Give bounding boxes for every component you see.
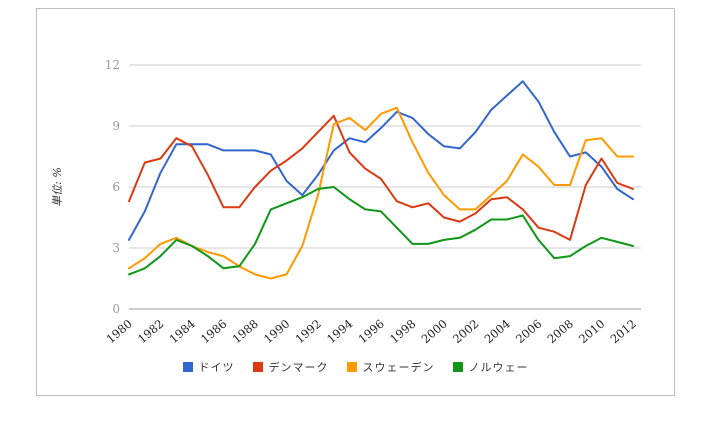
y-tick-label: 9 — [112, 119, 120, 133]
x-tick-label: 1986 — [198, 317, 229, 347]
y-tick-label: 3 — [112, 241, 120, 255]
x-tick-label: 1996 — [355, 317, 386, 347]
x-tick-label: 1998 — [387, 317, 418, 347]
legend-label: デンマーク — [268, 361, 329, 374]
x-tick-label: 1988 — [229, 317, 260, 347]
series-line-germany — [128, 80, 634, 241]
x-tick-label: 2010 — [576, 317, 607, 347]
legend-swatch-denmark — [252, 362, 263, 372]
legend-swatch-germany — [182, 362, 193, 372]
legend-item-norway: ノルウェー — [452, 359, 529, 375]
y-tick-label: 12 — [105, 58, 120, 72]
x-tick-label: 2012 — [607, 317, 638, 347]
x-tick-label: 1984 — [166, 317, 197, 347]
legend-label: スウェーデン — [362, 361, 435, 374]
legend-swatch-norway — [452, 362, 463, 372]
y-axis-title: 単位: % — [51, 167, 64, 207]
legend-label: ノルウェー — [468, 361, 529, 374]
legend-item-sweden: スウェーデン — [346, 359, 435, 375]
x-tick-label: 1994 — [324, 317, 355, 347]
x-tick-label: 2006 — [513, 317, 544, 347]
x-tick-label: 2004 — [481, 317, 512, 347]
legend-item-germany: ドイツ — [182, 359, 235, 375]
x-tick-label: 1982 — [135, 317, 166, 347]
legend-item-denmark: デンマーク — [252, 359, 329, 375]
x-tick-label: 1992 — [292, 317, 323, 347]
series-line-norway — [128, 186, 634, 276]
x-tick-label: 2008 — [544, 317, 575, 347]
legend-label: ドイツ — [198, 361, 235, 374]
chart-legend: ドイツ デンマーク スウェーデン ノルウェー — [37, 359, 674, 375]
y-tick-label: 6 — [112, 180, 120, 194]
series-line-denmark — [128, 114, 634, 241]
chart-frame: 0 3 6 9 12 1980 1982 1984 1986 1988 1990 1992 1994 19… — [36, 8, 675, 396]
x-tick-label: 1990 — [261, 317, 292, 347]
legend-swatch-sweden — [346, 362, 357, 372]
y-tick-label: 0 — [112, 302, 120, 316]
x-tick-label: 2002 — [450, 317, 481, 347]
series-line-sweden — [128, 106, 634, 280]
x-tick-label: 2000 — [418, 317, 449, 347]
x-tick-label: 1980 — [103, 317, 134, 347]
